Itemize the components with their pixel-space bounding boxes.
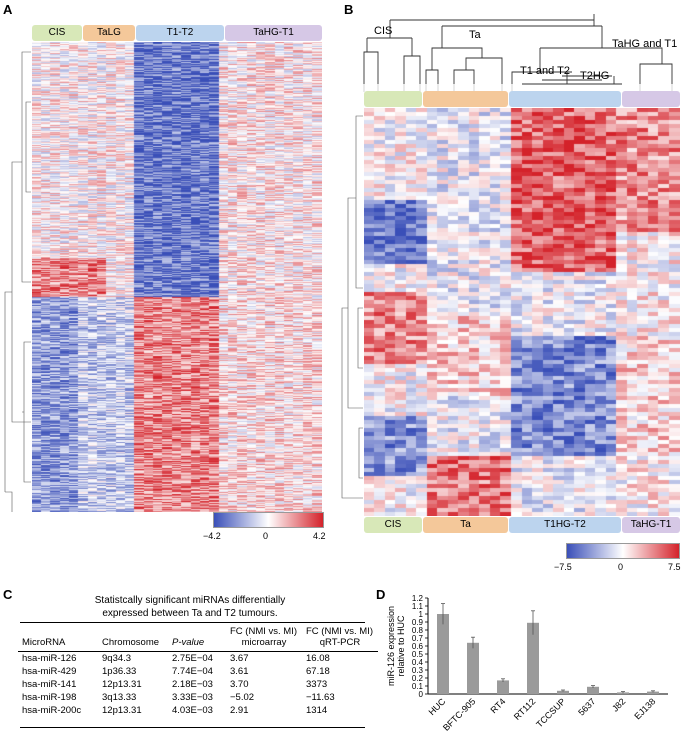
x-tick-label: RT4	[488, 696, 507, 715]
panel-c-header-pvalue: P-value	[172, 637, 205, 648]
y-tick-label: 0.1	[412, 682, 424, 691]
panel-c-caption: Statistcally significant miRNAs differen…	[20, 594, 360, 620]
bar-huc	[437, 614, 449, 694]
panel-c-table: MicroRNA Chromosome P-value FC (NMI vs. …	[18, 624, 378, 717]
panel-a-group-cis: CIS	[32, 25, 82, 41]
panel-d-letter: D	[376, 587, 386, 602]
bar-rt4	[497, 680, 509, 694]
y-axis-label: miR-126 expressionrelative to HUC	[386, 606, 406, 686]
y-tick-label: 1.2	[412, 594, 424, 603]
panel-b-colorbar-min: −7.5	[554, 562, 572, 572]
panel-b-dendro-t1-t2: T1 and T2	[520, 65, 570, 77]
table-row: hsa-miR-141 12p13.31 2.18E−03 3.70 3373	[22, 679, 328, 690]
panel-c-header-fc-microarray: FC (NMI vs. MI) microarray	[230, 626, 298, 648]
panel-b-group-tahg-t1: TaHG-T1	[622, 517, 680, 533]
panel-b-top-group-tahg-t1	[622, 91, 680, 107]
panel-b-heatmap-canvas	[364, 108, 680, 516]
panel-c-caption-line1: Statistcally significant miRNAs differen…	[94, 595, 286, 606]
y-tick-label: 0.8	[412, 626, 424, 635]
panel-b-top-group-t1hg-t2	[509, 91, 621, 107]
panel-a-letter: A	[3, 2, 13, 17]
bar-tccsup	[557, 690, 569, 694]
panel-a-group-talg: TaLG	[83, 25, 135, 41]
panel-a-row-dendrogram	[4, 51, 31, 512]
panel-b-colorbar-max: 7.5	[668, 562, 681, 572]
panel-a-group-t1-t2: T1-T2	[136, 25, 224, 41]
y-tick-label: 1.1	[412, 602, 424, 611]
panel-b-group-ta: Ta	[423, 517, 508, 533]
y-tick-label: 0.9	[412, 618, 424, 627]
panel-c-header-mirna: MicroRNA	[22, 637, 66, 648]
y-tick-label: 0.5	[412, 650, 424, 659]
y-tick-label: 0.3	[412, 666, 424, 675]
panel-d-chart: 00.10.20.30.40.50.60.70.80.911.11.2 miR-1…	[386, 594, 668, 733]
panel-b-dendro-tahg-t1: TaHG and T1	[612, 38, 678, 50]
panel-a-group-tahg-t1: TaHG-T1	[225, 25, 322, 41]
panel-b-dendro-cis: CIS	[374, 25, 393, 37]
x-tick-label: TCCSUP	[534, 696, 567, 729]
y-tick-label: 1	[419, 610, 424, 619]
panel-b-group-t1hg-t2: T1HG-T2	[509, 517, 621, 533]
panel-c-header-fc-qrtpcr: FC (NMI vs. MI) qRT-PCR	[306, 626, 374, 648]
bar-bftc-905	[467, 642, 479, 694]
panel-b-top-group-cis	[364, 91, 422, 107]
panel-c-rule-bottom	[20, 727, 365, 728]
panel-c-caption-line2: expressed between Ta and T2 tumours.	[102, 608, 278, 619]
panel-b-dendro-t2hg: T2HG	[580, 70, 610, 82]
panel-b-top-group-ta	[423, 91, 508, 107]
panel-b-group-cis: CIS	[364, 517, 422, 533]
panel-c-rule-top	[20, 622, 365, 623]
bar-rt112	[527, 622, 539, 694]
panel-c-header-row: MicroRNA Chromosome P-value FC (NMI vs. …	[18, 624, 378, 650]
panel-a-colorbar-max: 4.2	[313, 531, 326, 541]
panel-c-letter: C	[3, 587, 13, 602]
panel-b-row-dendrogram	[341, 115, 363, 499]
panel-a-colorbar	[213, 512, 324, 528]
table-row: hsa-miR-126 9q34.3 2.75E−04 3.67 16.08	[22, 653, 330, 664]
x-tick-label: J82	[610, 696, 627, 713]
panel-b-column-dendrogram	[363, 14, 673, 92]
x-tick-label: 5637	[576, 696, 597, 717]
panel-b-dendro-ta: Ta	[469, 29, 481, 41]
panel-c-header-chromosome: Chromosome	[102, 637, 160, 648]
bar-j82	[617, 692, 629, 694]
panel-a-colorbar-mid: 0	[263, 531, 269, 541]
table-row: hsa-miR-198 3q13.33 3.33E−03 −5.02 −11.63	[22, 692, 335, 703]
y-tick-label: 0.4	[412, 658, 424, 667]
panel-b-letter: B	[344, 2, 354, 17]
y-tick-label: 0.6	[412, 642, 424, 651]
panel-c-rule-mid	[18, 651, 378, 652]
table-row: hsa-miR-429 1p36.33 7.74E−04 3.61 67.18	[22, 666, 330, 677]
x-tick-label: RT112	[512, 696, 538, 722]
panel-b-colorbar-mid: 0	[618, 562, 624, 572]
y-tick-label: 0	[419, 690, 424, 699]
y-tick-label: 0.2	[412, 674, 424, 683]
panel-b-heatmap	[364, 108, 680, 516]
bar-ej138	[647, 691, 659, 694]
table-row: hsa-miR-200c 12p13.31 4.03E−03 2.91 1314	[22, 705, 328, 716]
y-tick-label: 0.7	[412, 634, 424, 643]
panel-a-colorbar-min: −4.2	[203, 531, 221, 541]
x-tick-label: BFTC-905	[441, 696, 477, 732]
panel-a-heatmap-canvas	[32, 42, 322, 512]
panel-b-colorbar	[566, 543, 680, 559]
panel-a-heatmap	[32, 42, 322, 512]
x-tick-label: EJ138	[632, 696, 657, 721]
bar-5637	[587, 686, 599, 694]
x-tick-label: HUC	[427, 696, 448, 717]
